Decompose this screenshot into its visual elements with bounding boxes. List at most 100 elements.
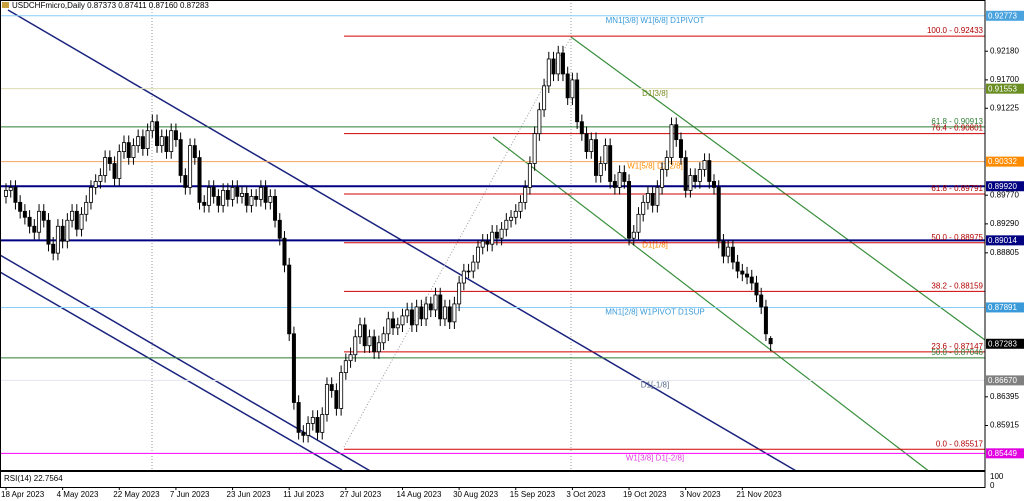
candle-body: [32, 225, 37, 233]
candle-body: [612, 181, 617, 188]
x-tick-label: 14 Aug 2023: [396, 490, 441, 499]
candle-body: [287, 264, 292, 335]
candle-body: [362, 324, 367, 347]
candle-body: [339, 372, 344, 409]
candle-body: [527, 163, 532, 188]
candle-body: [617, 172, 622, 188]
candle-body: [206, 187, 211, 206]
candle-body: [65, 219, 70, 242]
candle-body: [745, 273, 750, 278]
level-label: 0.0 - 0.85517: [936, 439, 984, 448]
candle-body: [712, 181, 717, 188]
candle-body: [230, 187, 235, 200]
candle-body: [13, 187, 18, 203]
current-price-label: 0.87283: [988, 339, 1017, 348]
candle-body: [509, 216, 514, 221]
candle-body: [504, 219, 509, 230]
price-box: [986, 83, 1024, 94]
candle-body: [178, 139, 183, 176]
candle-body: [372, 336, 377, 353]
candle-body: [282, 237, 287, 266]
candle-body: [570, 79, 575, 99]
candle-body: [310, 417, 315, 424]
candle-body: [258, 187, 263, 200]
candle-body: [79, 213, 84, 230]
level-label: D1[1/8]: [642, 240, 668, 249]
time-axis-bg: [0, 470, 985, 501]
candle-body: [660, 169, 665, 188]
candle-body: [763, 306, 768, 335]
candle-body: [565, 73, 570, 99]
level-label: 100.0 - 0.92433: [927, 26, 984, 35]
candle-body: [334, 390, 339, 409]
candle-body: [589, 139, 594, 152]
x-tick-label: 4 May 2023: [57, 490, 99, 499]
level-label: W1[3/8] D1[-2/8]: [626, 453, 684, 462]
candle-body: [320, 414, 325, 433]
candle-body: [136, 136, 141, 147]
candle-body: [627, 181, 632, 239]
price-box-label: 0.89920: [988, 182, 1017, 191]
trend-line: [492, 136, 931, 473]
candle-body: [438, 294, 443, 320]
chart-title: USDCHFmicro,Daily 0.87373 0.87411 0.8716…: [12, 1, 209, 10]
candle-body: [98, 175, 103, 182]
candle-body: [159, 136, 164, 147]
x-tick-label: 3 Nov 2023: [680, 490, 721, 499]
candle-body: [749, 276, 754, 284]
candle-body: [55, 225, 60, 254]
x-tick-label: 7 Jun 2023: [170, 490, 210, 499]
candle-body: [485, 240, 490, 245]
candle-body: [471, 261, 476, 272]
candle-body: [211, 187, 216, 197]
candle-body: [60, 225, 65, 242]
candle-body: [239, 193, 244, 197]
candle-body: [768, 337, 773, 345]
candle-body: [730, 246, 735, 263]
price-boxes: 0.92773 0.91553 0.90332 0.89920 0.89014 0.878…: [986, 10, 1024, 459]
candle-body: [173, 130, 178, 141]
candle-body: [357, 324, 362, 338]
candle-body: [594, 139, 599, 176]
candle-body: [254, 195, 259, 200]
candle-body: [518, 201, 523, 212]
candle-body: [532, 133, 537, 164]
candle-body: [353, 336, 358, 356]
y-tick-label: 0.86395: [990, 392, 1019, 401]
candle-body: [117, 151, 122, 179]
candle-body: [575, 79, 580, 123]
candle-body: [697, 169, 702, 182]
levels: MN1[3/8] W1[6/8] D1PIVOT 100.0 - 0.92433 D…: [0, 15, 985, 462]
x-tick-label: 30 Aug 2023: [453, 490, 498, 499]
candle-body: [4, 190, 9, 197]
x-tick-label: 18 Apr 2023: [1, 490, 45, 499]
x-tick-label: 27 Jul 2023: [340, 490, 382, 499]
candle-body: [202, 201, 207, 206]
y-tick-label: 0.91700: [990, 75, 1019, 84]
candle-body: [461, 270, 466, 284]
candle-body: [490, 231, 495, 245]
candle-body: [301, 431, 306, 436]
candle-body: [329, 384, 334, 391]
candle-body: [244, 193, 249, 206]
candle-body: [263, 187, 268, 203]
current-price-box: [986, 338, 1024, 349]
candle-body: [499, 228, 504, 239]
candle-body: [551, 58, 556, 75]
candle-body: [424, 303, 429, 320]
candle-body: [51, 243, 56, 254]
candle-body: [631, 231, 636, 239]
y-tick-label: 0.89770: [990, 190, 1019, 199]
candle-body: [726, 246, 731, 257]
price-box: [986, 235, 1024, 246]
price-box-label: 0.92773: [988, 11, 1017, 20]
candle-body: [759, 294, 764, 308]
candle-body: [678, 139, 683, 158]
trend-line: [0, 271, 343, 471]
candle-body: [395, 324, 400, 329]
candle-body: [513, 210, 518, 218]
level-label: 50.0 - 0.87046: [931, 348, 983, 357]
symbol-icon: [2, 2, 9, 8]
